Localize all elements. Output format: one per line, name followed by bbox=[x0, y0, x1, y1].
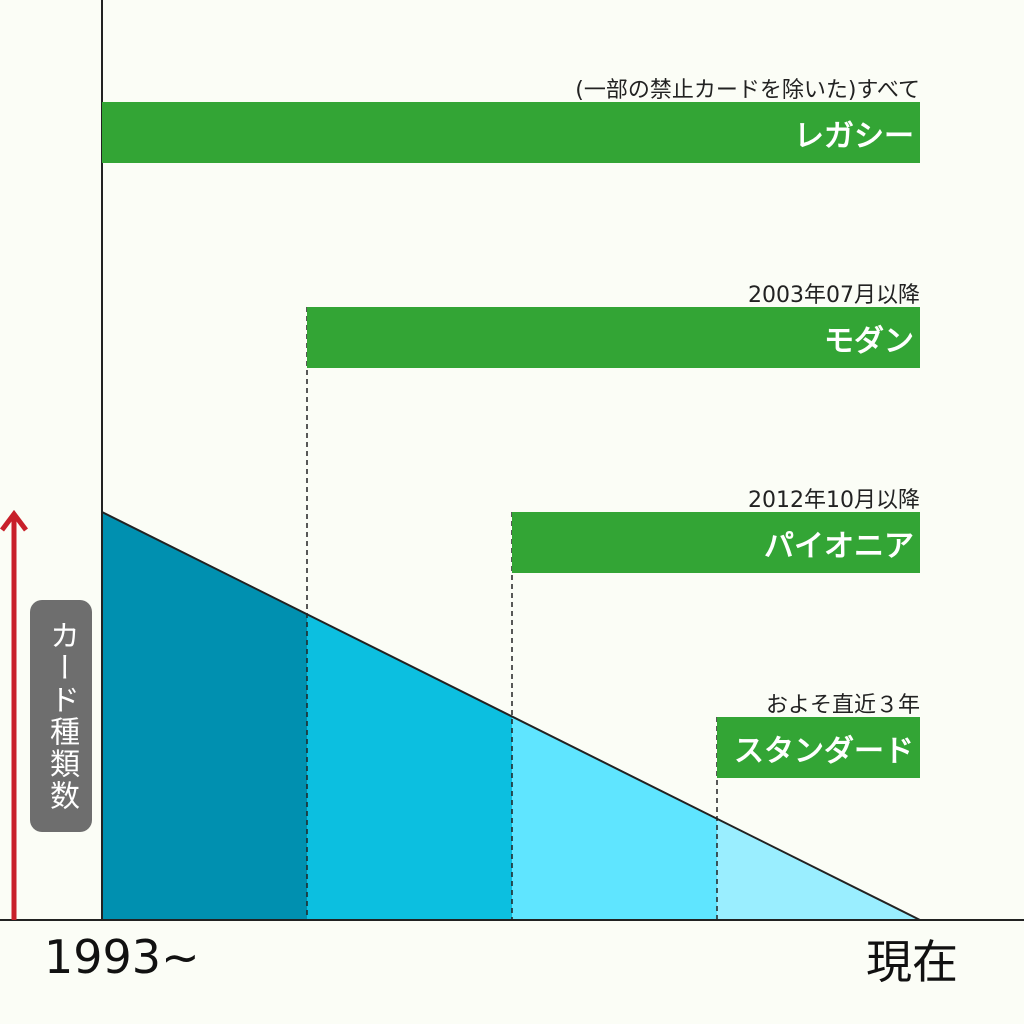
arrow-up-icon bbox=[0, 509, 28, 532]
note-pioneer: 2012年10月以降 bbox=[748, 488, 920, 513]
bar-legacy: レガシー bbox=[102, 102, 920, 163]
segment-0 bbox=[102, 512, 307, 920]
bar-pioneer: パイオニア bbox=[512, 512, 920, 573]
note-standard: およそ直近３年 bbox=[765, 693, 920, 718]
note-legacy: (一部の禁止カードを除いた)すべて bbox=[575, 78, 920, 103]
x-axis-start-label: 1993~ bbox=[44, 930, 200, 984]
bar-standard: スタンダード bbox=[717, 717, 920, 778]
segment-2 bbox=[512, 716, 717, 920]
y-axis-label: カード種類数 bbox=[30, 600, 92, 832]
bar-modern: モダン bbox=[307, 307, 920, 368]
segment-1 bbox=[307, 614, 512, 920]
slope-line bbox=[101, 511, 921, 921]
x-axis-end-label: 現在 bbox=[866, 935, 958, 989]
note-modern: 2003年07月以降 bbox=[748, 283, 920, 308]
